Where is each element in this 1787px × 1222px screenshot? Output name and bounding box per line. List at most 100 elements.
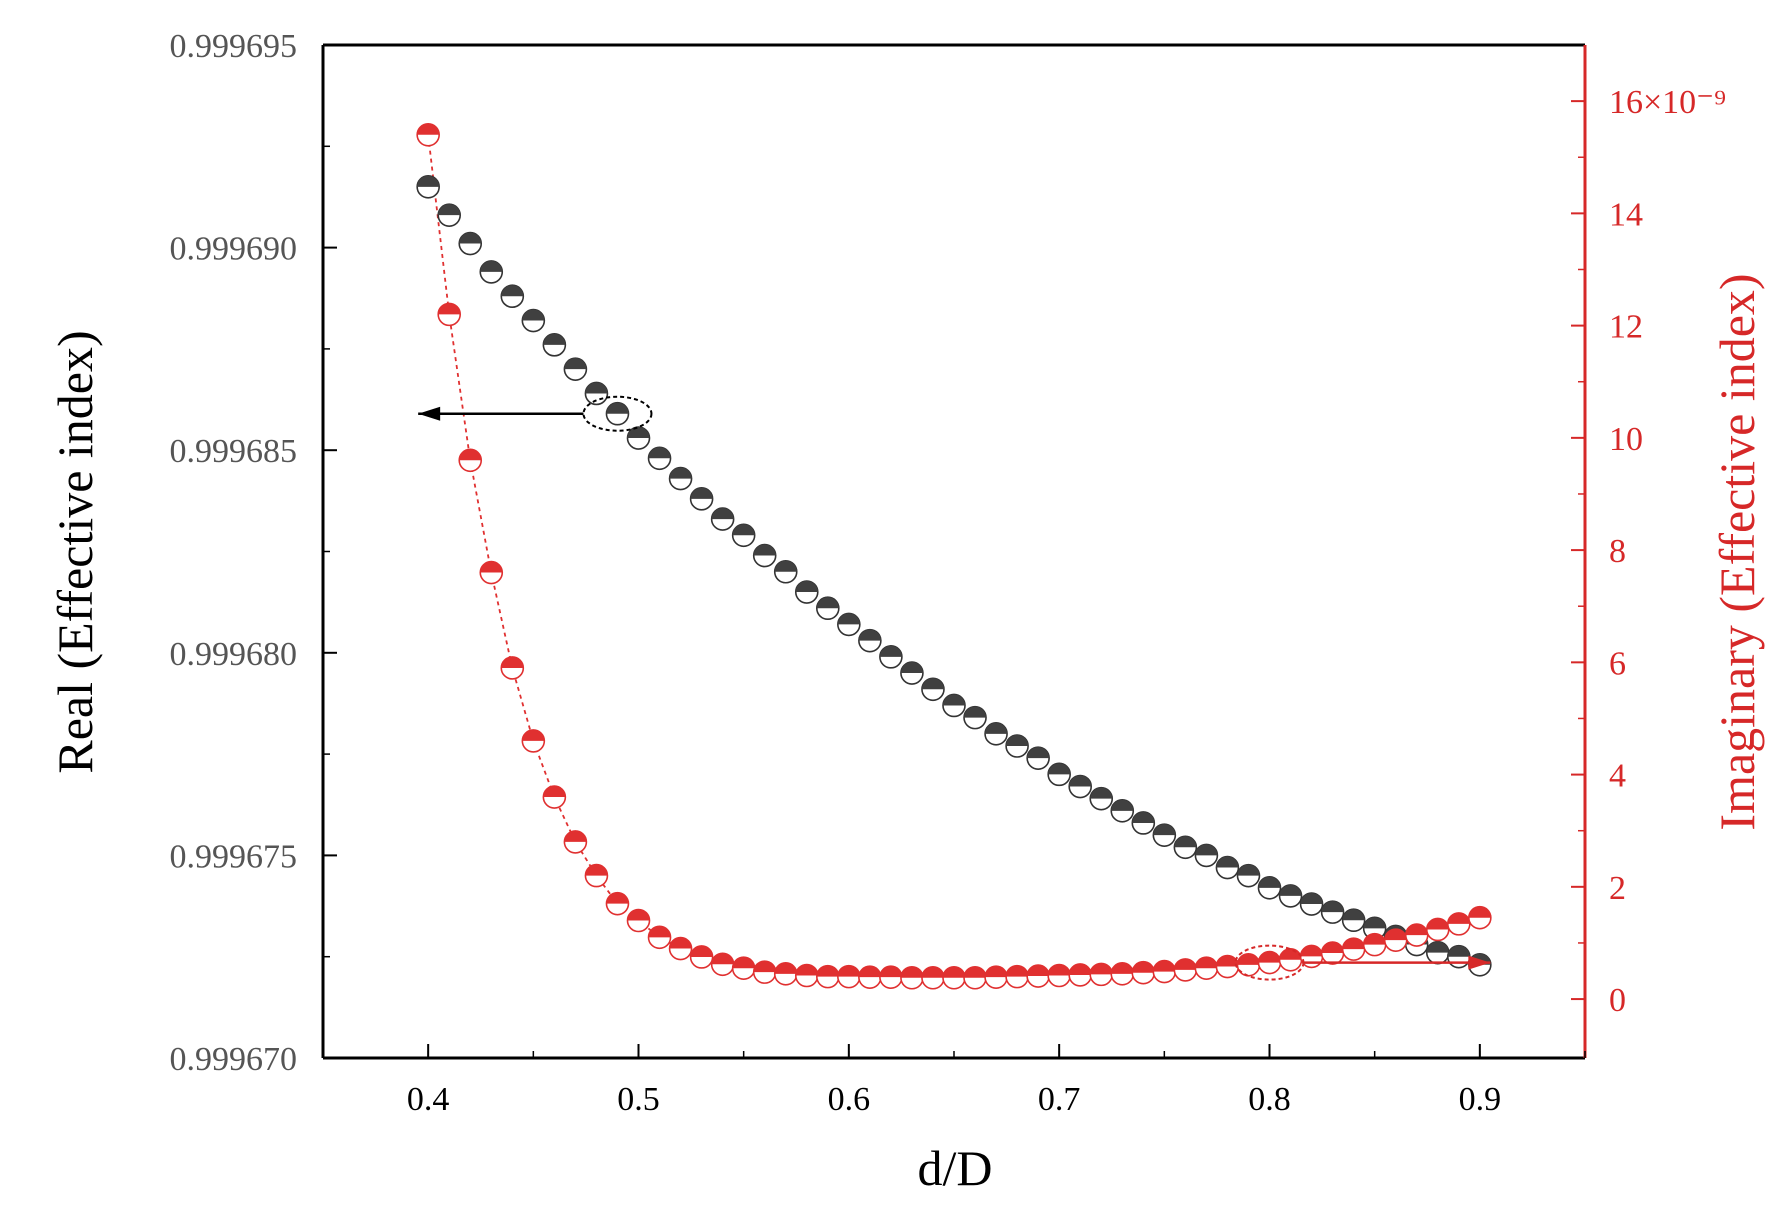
x-axis-title: d/D	[918, 1140, 993, 1196]
imaginary-data-point	[1404, 923, 1429, 947]
imaginary-data-point	[437, 302, 462, 327]
y2-ticks: 0 2 4 6 8 10 12 14 16×10⁻⁹	[1571, 84, 1726, 1019]
real-data-point	[963, 705, 987, 730]
real-data-point	[416, 175, 440, 199]
real-data-point	[563, 357, 588, 381]
real-data-point	[458, 231, 483, 256]
imaginary-series-line	[427, 134, 1481, 979]
imaginary-data-point	[1026, 964, 1050, 988]
imaginary-data-point	[605, 891, 630, 916]
imaginary-data-point	[921, 965, 945, 990]
x-tick-label: 0.5	[617, 1081, 660, 1118]
y2-tick-label: 4	[1609, 758, 1626, 795]
x-tick-label: 0.9	[1459, 1081, 1502, 1118]
y-axis-title: Real (Effective index)	[47, 330, 103, 773]
imaginary-data-point	[542, 785, 567, 809]
imaginary-data-point	[1005, 964, 1029, 989]
imaginary-data-point	[1362, 932, 1387, 957]
imaginary-data-point	[1068, 963, 1092, 987]
y-tick-label: 0.999695	[170, 28, 298, 65]
x-tick-label: 0.7	[1038, 1081, 1081, 1118]
real-data-point	[521, 308, 546, 333]
annotation-arrow-head	[418, 406, 441, 421]
real-data-point	[1299, 892, 1324, 916]
real-data-point	[626, 426, 651, 450]
imaginary-data-point	[942, 965, 966, 990]
real-data-point	[1236, 863, 1261, 888]
y2-tick-label: 10	[1609, 421, 1643, 458]
real-data-point	[1131, 811, 1156, 835]
real-data-point	[689, 487, 714, 511]
imaginary-data-point	[858, 965, 882, 989]
imaginary-data-point	[1383, 928, 1408, 952]
imaginary-data-point	[521, 729, 546, 753]
imaginary-data-point	[1278, 947, 1303, 972]
imaginary-data-point	[837, 964, 861, 989]
imaginary-data-point	[1089, 962, 1114, 987]
imaginary-data-point	[900, 965, 924, 990]
real-data-point	[879, 645, 903, 669]
real-data-point	[921, 677, 945, 702]
y2-tick-label: 2	[1609, 870, 1626, 907]
imaginary-data-point	[794, 963, 819, 988]
real-data-point	[710, 507, 735, 531]
imaginary-data-point	[752, 960, 777, 984]
real-data-point	[479, 260, 504, 284]
imaginary-data-point	[984, 965, 1008, 989]
imaginary-data-point	[1215, 954, 1240, 979]
real-data-point	[1447, 944, 1471, 969]
imaginary-data-point	[1110, 962, 1135, 986]
imaginary-data-point	[1131, 960, 1156, 985]
real-data-point	[731, 523, 756, 548]
imaginary-data-point	[563, 830, 588, 854]
imaginary-data-point	[1425, 917, 1450, 942]
annotations	[418, 395, 1491, 981]
real-data-point	[1110, 799, 1135, 823]
imaginary-data-point	[458, 448, 483, 473]
real-data-point	[1257, 876, 1282, 900]
y-tick-label: 0.999675	[170, 838, 298, 875]
y2-tick-label: 0	[1609, 982, 1626, 1019]
imaginary-series-points	[416, 122, 1492, 990]
real-data-point	[1215, 855, 1240, 880]
real-data-point	[1278, 884, 1303, 908]
x-tick-label: 0.4	[407, 1081, 450, 1118]
imaginary-data-point	[479, 560, 504, 585]
imaginary-data-point	[710, 952, 735, 977]
imaginary-data-point	[773, 962, 798, 986]
x-tick-label: 0.8	[1248, 1081, 1291, 1118]
real-data-point	[1047, 762, 1071, 787]
y2-tick-label: 6	[1609, 645, 1626, 682]
y2-tick-label: 12	[1609, 309, 1643, 346]
real-data-point	[1068, 774, 1092, 799]
real-data-point	[858, 628, 882, 653]
real-data-point	[1341, 908, 1366, 933]
imaginary-data-point	[963, 965, 987, 990]
real-data-point	[647, 446, 672, 471]
real-data-point	[752, 543, 777, 568]
imaginary-data-point	[1236, 953, 1261, 977]
imaginary-data-point	[1257, 950, 1282, 975]
real-data-point	[984, 722, 1008, 746]
real-data-point	[1152, 823, 1177, 847]
real-data-point	[1425, 940, 1450, 965]
imaginary-data-point	[584, 863, 609, 888]
annotation-arrow-head	[1468, 955, 1491, 970]
imaginary-data-point	[1047, 963, 1071, 988]
real-data-point	[1005, 734, 1029, 758]
imaginary-data-point	[1194, 956, 1219, 981]
real-data-point	[837, 612, 861, 637]
y2-tick-label: 14	[1609, 196, 1643, 233]
real-data-point	[794, 580, 819, 604]
imaginary-data-point	[731, 956, 756, 981]
imaginary-data-point	[689, 945, 714, 969]
y-ticks: 0.999670 0.999675 0.999680 0.999685 0.999690…	[170, 28, 337, 1078]
real-data-point	[1194, 843, 1219, 868]
imaginary-data-point	[1468, 905, 1492, 930]
real-series-points	[416, 175, 1492, 977]
real-data-point	[437, 203, 462, 227]
real-data-point	[815, 596, 840, 621]
imaginary-data-point	[1320, 941, 1345, 965]
real-data-point	[900, 661, 924, 685]
